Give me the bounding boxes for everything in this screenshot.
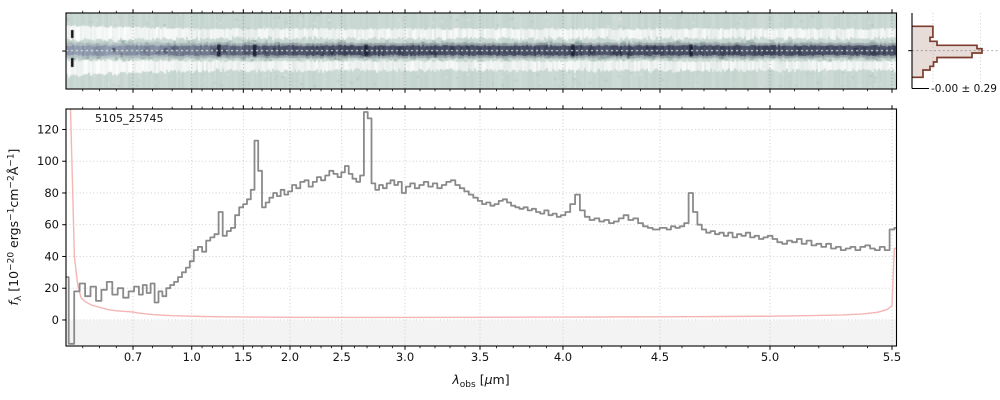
error-line bbox=[69, 109, 897, 319]
x-tick-label: 3.5 bbox=[471, 350, 489, 364]
axes-1d-frame bbox=[62, 105, 898, 350]
axes-2d-grid bbox=[132, 13, 893, 89]
axes-1d-background bbox=[66, 320, 897, 346]
axes-1d-grid bbox=[66, 109, 897, 346]
source-id-label: 5105_25745 bbox=[95, 112, 164, 125]
x-tick-label: 3.0 bbox=[396, 350, 414, 364]
y-tick-label: 80 bbox=[44, 186, 59, 200]
x-tick-label: 4.5 bbox=[651, 350, 669, 364]
axes-1d-series bbox=[66, 109, 897, 345]
x-tick-label: 4.0 bbox=[554, 350, 572, 364]
y-tick-label: 100 bbox=[37, 154, 59, 168]
x-tick-label: 1.0 bbox=[183, 350, 201, 364]
x-tick-label: 5.5 bbox=[883, 350, 901, 364]
x-tick-label: 2.0 bbox=[281, 350, 299, 364]
axes-1d-ticklabels: 0.7 1.0 1.5 2.0 2.5 3.0 3.5 4.0 4.5 5.0 5.5 0 20 40 60… bbox=[37, 122, 901, 364]
x-tick-label: 0.7 bbox=[124, 350, 142, 364]
axes-2d-frame bbox=[62, 9, 898, 93]
flux-line bbox=[66, 111, 897, 345]
y-tick-label: 40 bbox=[44, 249, 59, 263]
x-tick-label: 5.0 bbox=[761, 350, 779, 364]
y-tick-label: 0 bbox=[52, 313, 59, 327]
x-tick-label: 1.5 bbox=[234, 350, 252, 364]
y-axis-label: fλ [10−20 ergs−1cm−2Å−1] bbox=[5, 148, 25, 306]
profile-histogram bbox=[912, 25, 983, 79]
profile-stats-label: -0.00 ± 0.29 bbox=[928, 83, 999, 95]
x-axis-label: λobs [μm] bbox=[452, 372, 510, 391]
y-tick-label: 60 bbox=[44, 218, 59, 232]
axes-profile bbox=[908, 13, 999, 90]
y-tick-label: 20 bbox=[44, 281, 59, 295]
x-tick-label: 2.5 bbox=[333, 350, 351, 364]
y-tick-label: 120 bbox=[37, 122, 59, 136]
spec2d-image bbox=[66, 13, 897, 89]
